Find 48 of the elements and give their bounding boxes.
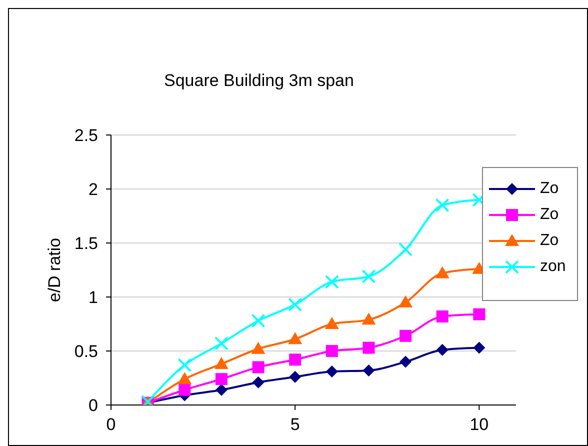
point: [398, 242, 413, 256]
legend-label: Zo: [540, 180, 559, 198]
point: [251, 314, 266, 328]
point: [252, 361, 264, 374]
point: [398, 295, 413, 308]
point: [178, 384, 191, 396]
point: [362, 269, 376, 284]
point: [178, 372, 192, 384]
x-tick-label: 5: [290, 415, 300, 434]
x-tick-label: 10: [470, 415, 489, 434]
point: [324, 274, 339, 289]
point: [326, 345, 338, 357]
point: [289, 354, 302, 366]
point: [436, 344, 448, 356]
legend-label: Zo: [540, 232, 559, 250]
point: [214, 336, 228, 350]
y-tick-label: 0: [88, 396, 98, 416]
point: [251, 342, 266, 354]
point: [252, 376, 264, 388]
y-tick-label: 2.5: [74, 126, 98, 146]
point: [400, 330, 412, 342]
point: [362, 364, 375, 376]
point: [400, 356, 412, 368]
y-tick-label: 2: [88, 180, 98, 200]
point: [473, 342, 486, 354]
point: [326, 366, 338, 378]
point: [215, 384, 228, 396]
point: [178, 358, 192, 372]
point: [214, 356, 228, 369]
y-tick-label: 1.5: [74, 234, 98, 254]
y-tick-label: 1: [88, 288, 98, 308]
y-tick-label: 0.5: [74, 342, 98, 362]
point: [288, 298, 302, 312]
point: [289, 370, 302, 383]
y-axis-title: e/D ratio: [45, 238, 64, 302]
x-tick-label: 0: [106, 415, 116, 434]
point: [435, 266, 450, 278]
point: [362, 342, 375, 354]
point: [436, 310, 448, 322]
point: [473, 308, 486, 320]
legend-label: zon: [540, 258, 566, 276]
point: [324, 317, 339, 329]
point: [362, 312, 376, 325]
point: [435, 198, 450, 212]
legend-label: Zo: [540, 206, 559, 224]
point: [288, 332, 302, 344]
chart-title: Square Building 3m span: [163, 71, 355, 91]
point: [215, 373, 228, 386]
